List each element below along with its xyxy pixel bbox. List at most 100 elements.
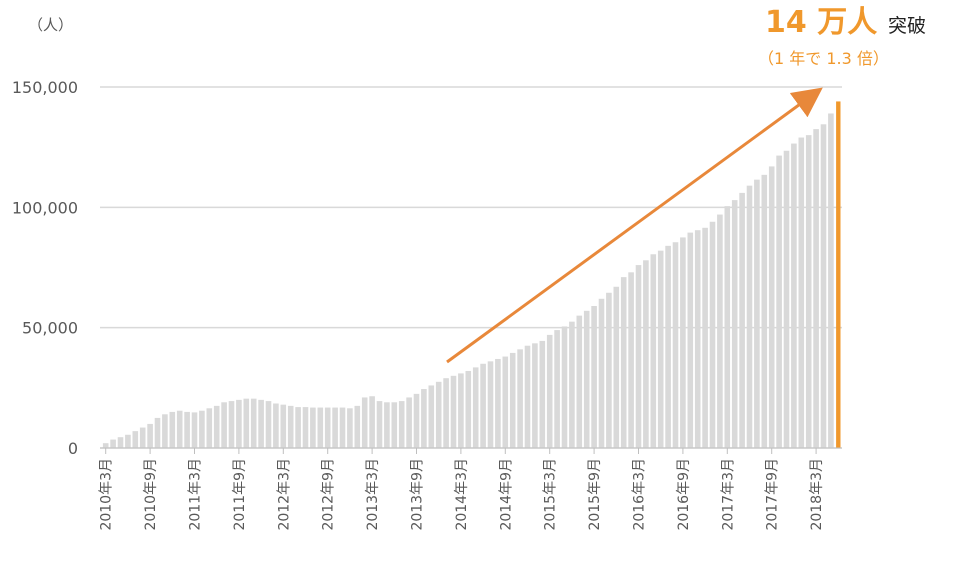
bar: [413, 393, 420, 448]
bar: [176, 410, 183, 448]
x-tick-label: 2016年3月: [632, 458, 648, 531]
bar: [332, 407, 338, 448]
annotation-suffix: 突破: [888, 15, 926, 37]
bar: [236, 399, 242, 448]
bar: [509, 352, 516, 448]
bar: [199, 410, 205, 448]
bar: [724, 206, 731, 448]
x-tick-label: 2015年3月: [543, 458, 559, 531]
x-tick-label: 2013年3月: [365, 458, 381, 531]
bar: [606, 292, 612, 448]
bar: [369, 396, 375, 448]
bar: [702, 227, 708, 448]
bar: [569, 321, 575, 448]
y-tick-label: 150,000: [12, 78, 78, 97]
bar: [620, 277, 627, 448]
bar: [428, 385, 435, 448]
bar: [717, 214, 723, 448]
bar: [421, 389, 427, 448]
y-tick-label: 50,000: [22, 319, 78, 338]
bar: [517, 349, 523, 448]
bar: [376, 401, 383, 448]
bar: [184, 411, 190, 448]
bar: [480, 363, 486, 448]
bar: [324, 407, 331, 448]
bar: [650, 254, 657, 448]
bar: [258, 399, 264, 448]
bar: [206, 408, 213, 448]
x-tick-label: 2018年3月: [809, 458, 825, 531]
bar: [139, 427, 146, 448]
bar: [731, 200, 738, 448]
bar: [576, 315, 583, 448]
x-tick-label: 2014年3月: [454, 458, 470, 531]
bar: [836, 101, 841, 448]
bar: [162, 414, 168, 448]
bar: [250, 398, 257, 448]
bar: [554, 330, 560, 448]
bar: [694, 230, 701, 448]
bar: [391, 402, 398, 448]
bar: [458, 373, 464, 448]
bar: [805, 135, 812, 448]
bar: [613, 286, 620, 448]
x-tick-label: 2010年3月: [99, 458, 115, 531]
bar: [739, 192, 745, 448]
x-tick-label: 2017年9月: [765, 458, 781, 531]
bar: [709, 221, 716, 448]
bar: [228, 401, 235, 448]
x-tick-label: 2016年9月: [676, 458, 692, 531]
bar: [472, 367, 479, 448]
bar: [361, 397, 368, 448]
bar: [110, 439, 116, 448]
bar: [828, 113, 834, 449]
bar: [280, 404, 287, 448]
bar: [169, 411, 176, 448]
bar: [102, 443, 109, 448]
bar: [768, 166, 775, 449]
bar: [450, 375, 457, 448]
bar: [820, 124, 827, 448]
bar: [465, 370, 472, 448]
x-tick-label: 2015年9月: [587, 458, 603, 531]
bar: [672, 242, 679, 448]
annotation-sub: （1 年で 1.3 倍）: [758, 49, 889, 68]
bar: [598, 298, 605, 448]
bar: [532, 343, 538, 448]
bar: [117, 437, 124, 448]
bar: [384, 402, 390, 448]
bar: [221, 402, 227, 448]
bar: [295, 407, 301, 448]
bar: [191, 412, 198, 448]
bar: [287, 405, 294, 448]
bar: [154, 417, 161, 448]
x-tick-label: 2017年3月: [720, 458, 736, 531]
bar: [406, 397, 412, 448]
bar: [591, 306, 597, 448]
bar: [687, 232, 694, 448]
bar: [243, 398, 250, 448]
x-tick-label: 2011年9月: [232, 458, 248, 531]
bar: [680, 237, 686, 448]
bar: [213, 405, 220, 448]
bar: [125, 434, 131, 448]
bar: [561, 326, 568, 448]
bar: [347, 408, 353, 448]
bar: [798, 137, 805, 449]
bar: [502, 356, 509, 448]
bar: [583, 310, 590, 448]
y-unit: （人）: [28, 16, 73, 34]
bar: [665, 245, 671, 448]
x-tick-label: 2011年3月: [188, 458, 204, 531]
bar: [546, 334, 553, 448]
y-tick-label: 100,000: [12, 198, 78, 217]
bar: [273, 403, 279, 448]
bar: [435, 381, 442, 448]
bar: [302, 407, 309, 448]
annotation-main: 14 万人: [765, 5, 877, 40]
y-tick-label: 0: [68, 439, 78, 458]
trend-arrow: [446, 87, 823, 364]
bar: [539, 340, 546, 448]
bar: [754, 179, 760, 448]
x-tick-label: 2012年9月: [321, 458, 337, 531]
